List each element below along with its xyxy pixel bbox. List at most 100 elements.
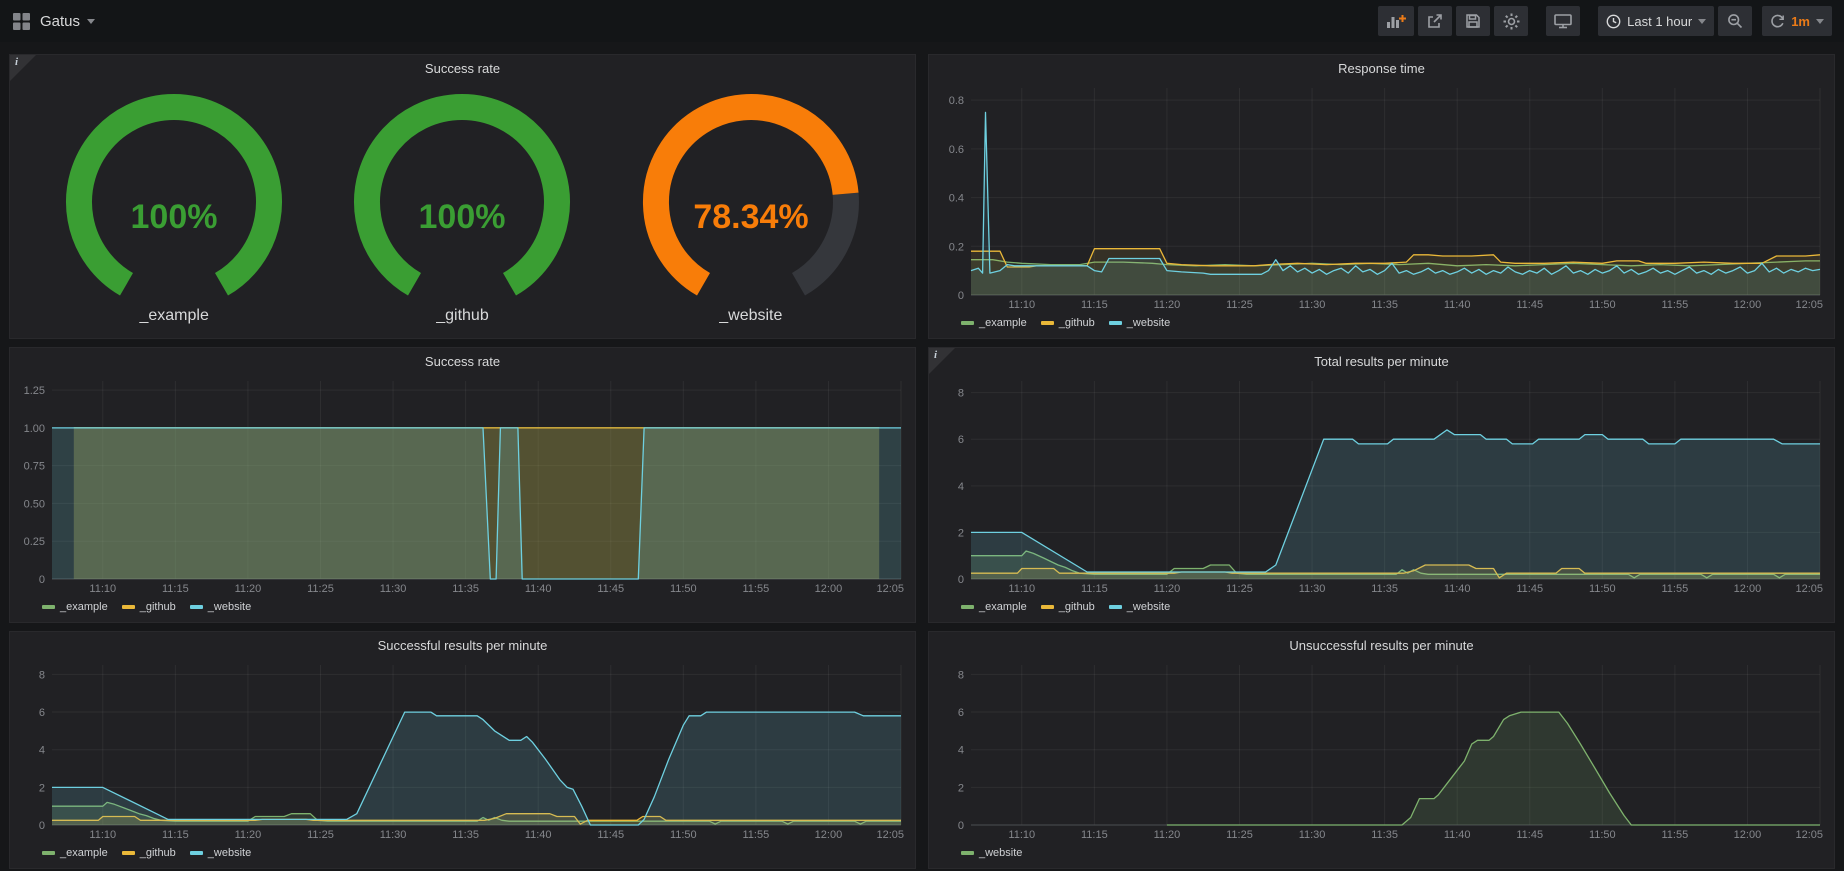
legend-swatch [122,851,135,855]
legend-label: _website [979,847,1022,859]
chart-legend: _website [935,844,1826,866]
legend-swatch [42,851,55,855]
response-time-chart[interactable]: 11:1011:1511:2011:2511:3011:3511:4011:45… [935,82,1826,314]
svg-text:12:00: 12:00 [1734,829,1762,841]
gauge-row: 100% _example 100%_github 78.34% _website [10,82,915,338]
info-icon[interactable]: i [934,349,937,361]
svg-text:11:45: 11:45 [1516,829,1543,841]
time-range-label: Last 1 hour [1627,14,1692,29]
dashboard-grid: i Success rate 100% _example 100%_github 78… [0,42,1844,869]
legend-item-_website[interactable]: _website [961,847,1022,859]
settings-button[interactable] [1494,6,1528,36]
svg-text:0.6: 0.6 [949,144,964,156]
panel-title[interactable]: Total results per minute [929,348,1834,375]
chart-legend: _example _github _website [935,598,1826,620]
save-button[interactable] [1456,6,1490,36]
panel-title[interactable]: Successful results per minute [10,632,915,659]
successful-results-chart[interactable]: 11:1011:1511:2011:2511:3011:3511:4011:45… [16,659,907,844]
panel-success-rate-gauges: i Success rate 100% _example 100%_github 78… [9,54,916,339]
add-panel-button[interactable] [1378,6,1414,36]
chart-legend: _example _github _website [935,314,1826,336]
panel-successful-results: Successful results per minute 11:1011:15… [9,631,916,869]
legend-label: _github [1059,601,1095,613]
info-icon[interactable]: i [15,56,18,68]
legend-item-_website[interactable]: _website [190,847,251,859]
svg-text:12:05: 12:05 [1795,299,1823,311]
legend-item-_example[interactable]: _example [42,601,108,613]
svg-text:11:45: 11:45 [597,583,624,595]
gauge-value: 100% [419,198,506,236]
svg-text:6: 6 [958,707,964,719]
svg-text:11:30: 11:30 [380,583,407,595]
legend-swatch [190,851,203,855]
legend-label: _website [1127,317,1170,329]
time-range-picker[interactable]: Last 1 hour [1598,6,1714,36]
dashboard-grid-icon[interactable] [12,12,31,31]
panel-title[interactable]: Unsuccessful results per minute [929,632,1834,659]
gauge-label: _example [54,307,294,325]
legend-label: _github [140,601,176,613]
panel-title[interactable]: Success rate [10,348,915,375]
share-button[interactable] [1418,6,1452,36]
svg-text:0.4: 0.4 [949,193,964,205]
svg-text:11:40: 11:40 [1444,583,1471,595]
svg-text:11:40: 11:40 [1444,299,1471,311]
legend-item-_example[interactable]: _example [961,317,1027,329]
svg-text:11:30: 11:30 [380,829,407,841]
legend-item-_github[interactable]: _github [122,601,176,613]
legend-item-_github[interactable]: _github [1041,317,1095,329]
legend-swatch [190,605,203,609]
panel-info-corner[interactable] [10,55,36,81]
top-navbar: Gatus [0,0,1844,42]
svg-text:11:25: 11:25 [1226,829,1253,841]
legend-item-_website[interactable]: _website [1109,601,1170,613]
gauge-_github: 100%_github [342,90,582,325]
svg-text:11:45: 11:45 [1516,583,1543,595]
gauge-value: 78.34% [693,198,808,236]
zoom-out-button[interactable] [1718,6,1752,36]
svg-text:11:35: 11:35 [1371,829,1398,841]
legend-item-_example[interactable]: _example [961,601,1027,613]
legend-item-_github[interactable]: _github [1041,601,1095,613]
svg-text:11:35: 11:35 [1371,583,1398,595]
panel-info-corner[interactable] [929,348,955,374]
legend-item-_github[interactable]: _github [122,847,176,859]
success_rate_ts-plot: 11:1011:1511:2011:2511:3011:3511:4011:45… [16,375,907,598]
response_time-plot: 11:1011:1511:2011:2511:3011:3511:4011:45… [935,82,1826,314]
panel-title[interactable]: Response time [929,55,1834,82]
panel-title[interactable]: Success rate [10,55,915,82]
svg-text:11:20: 11:20 [1154,299,1181,311]
dashboard-title-dropdown[interactable]: Gatus [40,13,95,30]
svg-text:11:10: 11:10 [1008,299,1035,311]
unsuccessful_rpm-plot: 11:1011:1511:2011:2511:3011:3511:4011:45… [935,659,1826,844]
success-rate-chart[interactable]: 11:1011:1511:2011:2511:3011:3511:4011:45… [16,375,907,598]
svg-text:11:55: 11:55 [743,829,770,841]
svg-text:11:40: 11:40 [1444,829,1471,841]
svg-text:12:05: 12:05 [1795,829,1823,841]
svg-text:11:15: 11:15 [162,583,189,595]
legend-swatch [122,605,135,609]
svg-text:0: 0 [39,574,45,586]
legend-label: _example [60,601,108,613]
svg-text:11:35: 11:35 [452,829,479,841]
total-results-chart[interactable]: 11:1011:1511:2011:2511:3011:3511:4011:45… [935,375,1826,598]
svg-text:11:25: 11:25 [307,583,334,595]
panel-unsuccessful-results: Unsuccessful results per minute 11:1011:… [928,631,1835,869]
svg-text:4: 4 [958,481,964,493]
svg-text:11:15: 11:15 [162,829,189,841]
gauge-label: _website [631,307,871,325]
legend-item-_website[interactable]: _website [1109,317,1170,329]
legend-swatch [961,851,974,855]
svg-text:8: 8 [958,669,964,681]
legend-item-_website[interactable]: _website [190,601,251,613]
svg-text:1.00: 1.00 [24,423,45,435]
tv-mode-button[interactable] [1546,6,1580,36]
legend-label: _website [208,601,251,613]
svg-text:11:55: 11:55 [1662,829,1689,841]
gauge-arc: 100% [342,90,582,298]
legend-item-_example[interactable]: _example [42,847,108,859]
unsuccessful-results-chart[interactable]: 11:1011:1511:2011:2511:3011:3511:4011:45… [935,659,1826,844]
svg-text:11:45: 11:45 [597,829,624,841]
refresh-button[interactable]: 1m [1762,6,1832,36]
svg-text:11:35: 11:35 [1371,299,1398,311]
